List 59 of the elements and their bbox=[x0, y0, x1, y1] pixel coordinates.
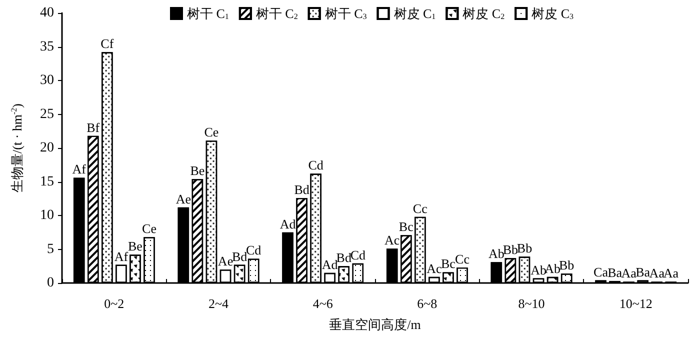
x-tick-label: 6~8 bbox=[417, 296, 438, 311]
data-label: Aa bbox=[621, 266, 637, 281]
data-label: Aa bbox=[663, 266, 679, 281]
data-label: Af bbox=[114, 248, 129, 264]
y-tick-label: 25 bbox=[40, 106, 54, 122]
legend-label: 树干 C2 bbox=[256, 6, 298, 21]
data-label: Ab bbox=[530, 262, 546, 278]
data-label: Aa bbox=[649, 266, 665, 281]
data-label: Cd bbox=[246, 242, 262, 258]
data-label: Bb bbox=[502, 242, 518, 258]
legend-label: 树皮 C1 bbox=[394, 6, 436, 21]
y-tick-label: 0 bbox=[47, 276, 54, 290]
y-tick-label: 30 bbox=[40, 73, 54, 88]
data-label: Bc bbox=[440, 256, 456, 272]
data-label: Cc bbox=[412, 200, 428, 216]
legend-label: 树干 C1 bbox=[187, 6, 229, 21]
data-label: Bb bbox=[516, 240, 532, 256]
data-label: Ba bbox=[608, 264, 622, 280]
legend-label: 树皮 C2 bbox=[462, 6, 505, 21]
data-label: Bb bbox=[558, 258, 574, 273]
data-label: Ad bbox=[322, 256, 338, 272]
data-label: Be bbox=[190, 163, 205, 178]
data-label: Cf bbox=[100, 36, 114, 52]
x-tick-label: 10~12 bbox=[619, 296, 652, 311]
data-label: Bc bbox=[398, 219, 414, 234]
data-label: Bf bbox=[86, 120, 100, 135]
y-tick-label: 40 bbox=[40, 6, 54, 20]
data-label: Ce bbox=[142, 221, 157, 236]
data-label: Ac bbox=[426, 260, 442, 276]
y-tick-label: 15 bbox=[40, 174, 54, 190]
data-label: Cd bbox=[350, 247, 366, 262]
y-tick-label: 20 bbox=[40, 140, 54, 156]
y-tick-label: 5 bbox=[47, 242, 54, 257]
legend-label: 树皮 C3 bbox=[532, 6, 574, 21]
data-label: Cd bbox=[308, 158, 324, 173]
data-label: Ae bbox=[218, 254, 234, 268]
x-tick-label: 4~6 bbox=[312, 296, 334, 311]
data-label: Ad bbox=[280, 216, 296, 232]
data-label: Bd bbox=[232, 248, 248, 264]
data-label: Ae bbox=[176, 191, 192, 206]
legend-label: 树干 C3 bbox=[324, 6, 367, 21]
data-label: Cc bbox=[455, 251, 470, 266]
y-tick-label: 35 bbox=[40, 39, 54, 54]
data-label: Ca bbox=[594, 264, 608, 280]
data-label: Bd bbox=[294, 182, 310, 197]
x-tick-label: 2~4 bbox=[208, 296, 230, 311]
data-label: Ac bbox=[384, 232, 400, 248]
y-tick-label: 10 bbox=[40, 208, 54, 223]
x-tick-label: 0~2 bbox=[104, 296, 124, 311]
data-label: Be bbox=[128, 238, 143, 254]
data-label: Ab bbox=[544, 260, 560, 276]
data-label: Ab bbox=[488, 246, 504, 262]
x-tick-label: 8~10 bbox=[518, 296, 545, 311]
data-label: Ce bbox=[204, 124, 219, 140]
y-axis-title: 生物量/(t · hm-2) bbox=[10, 104, 24, 192]
data-label: Ba bbox=[636, 264, 650, 280]
data-label: Af bbox=[72, 162, 87, 177]
x-axis-title: 垂直空间高度/m bbox=[329, 317, 421, 332]
data-label: Bd bbox=[336, 250, 352, 266]
